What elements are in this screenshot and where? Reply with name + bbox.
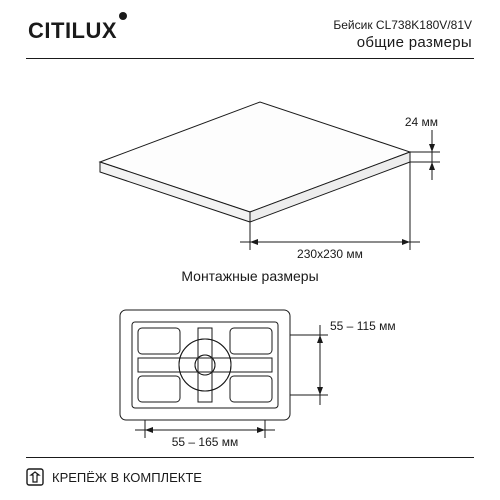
header-right: Бейсик CL738K180V/81V общие размеры: [333, 18, 472, 51]
footer: КРЕПЁЖ В КОМПЛЕКТЕ: [26, 457, 474, 486]
panel-diagram: 24 мм 230x230 мм: [40, 72, 460, 262]
mount-title: Монтажные размеры: [0, 268, 500, 284]
height-label: 24 мм: [405, 115, 438, 129]
brand-logo: CITILUX: [28, 18, 117, 43]
screw-icon: [26, 468, 44, 486]
header-divider: [26, 58, 474, 59]
header: CITILUX Бейсик CL738K180V/81V общие разм…: [28, 18, 472, 51]
mount-h-label: 55 – 115 мм: [330, 319, 396, 333]
footer-text: КРЕПЁЖ В КОМПЛЕКТЕ: [52, 470, 202, 485]
mount-w-label: 55 – 165 мм: [172, 435, 239, 449]
width-label: 230x230 мм: [297, 247, 363, 261]
mount-diagram: 55 – 115 мм 55 – 165 мм: [80, 290, 440, 450]
model-code: Бейсик CL738K180V/81V: [333, 18, 472, 32]
page-title: общие размеры: [333, 34, 472, 51]
brand-dot: [119, 12, 127, 20]
